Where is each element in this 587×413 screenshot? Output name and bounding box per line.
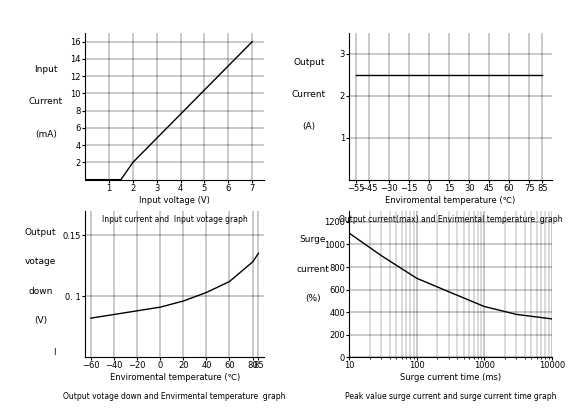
Text: Input current and  Input votage graph: Input current and Input votage graph <box>102 215 248 224</box>
Text: Input: Input <box>34 65 58 74</box>
Text: (mA): (mA) <box>35 130 57 139</box>
Text: Current: Current <box>292 90 326 99</box>
Text: current: current <box>296 265 329 274</box>
X-axis label: Enviromental temperature (℃): Enviromental temperature (℃) <box>110 373 239 382</box>
Text: Output current(max) and Envirmental temperature  graph: Output current(max) and Envirmental temp… <box>339 215 562 224</box>
Text: votage: votage <box>25 257 56 266</box>
X-axis label: Surge current time (ms): Surge current time (ms) <box>400 373 501 382</box>
Text: Peak value surge current and surge current time graph: Peak value surge current and surge curre… <box>345 392 556 401</box>
Text: (V): (V) <box>34 316 47 325</box>
X-axis label: Enviromental temperature (℃): Enviromental temperature (℃) <box>386 196 515 204</box>
X-axis label: Input voltage (V): Input voltage (V) <box>139 196 210 204</box>
Text: Output: Output <box>293 58 325 67</box>
Text: (%): (%) <box>305 294 321 303</box>
Text: Output: Output <box>25 228 56 237</box>
Text: down: down <box>28 287 53 296</box>
Text: Current: Current <box>29 97 63 107</box>
Text: Output votage down and Envirmental temperature  graph: Output votage down and Envirmental tempe… <box>63 392 286 401</box>
Text: I: I <box>53 348 56 357</box>
Text: (A): (A) <box>302 122 315 131</box>
Text: Surge: Surge <box>299 235 326 244</box>
